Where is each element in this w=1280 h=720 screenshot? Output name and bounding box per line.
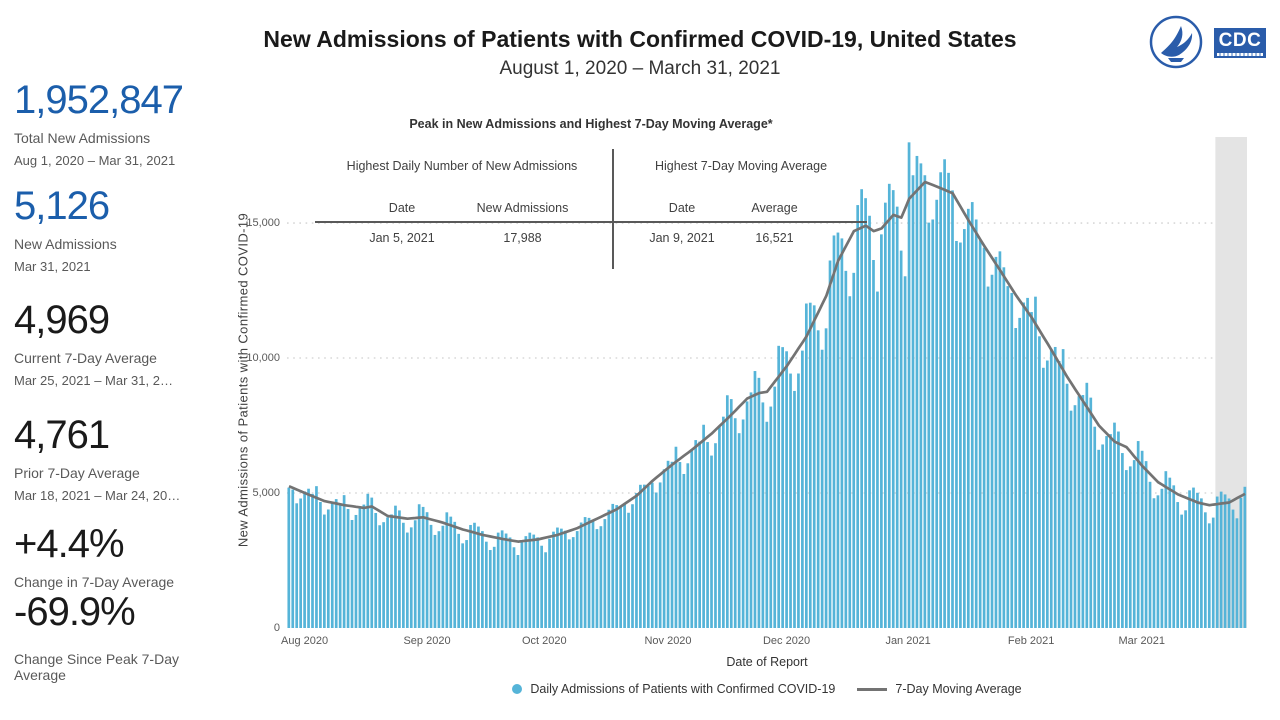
peak-table-divider — [612, 149, 614, 269]
stat-value: 4,761 — [14, 413, 110, 457]
page-title: New Admissions of Patients with Confirme… — [263, 26, 1017, 52]
legend-daily-admissions-label: Daily Admissions of Patients with Confir… — [530, 682, 836, 696]
x-tick-label: Oct 2020 — [521, 635, 567, 647]
legend-moving-average-label: 7-Day Moving Average — [895, 682, 1022, 696]
x-tick-label: Feb 2021 — [1007, 635, 1055, 647]
stat-total-new-admissions: 1,952,847 Total New Admissions Aug 1, 20… — [14, 80, 232, 168]
peak-table-title: Peak in New Admissions and Highest 7-Day… — [409, 117, 773, 131]
stat-label: Current 7-Day Average — [14, 349, 157, 366]
x-tick-label: Sep 2020 — [403, 635, 451, 647]
stat-value: -69.9% — [14, 590, 136, 634]
x-tick-label: Aug 2020 — [281, 635, 329, 647]
y-tick-label: 0 — [273, 622, 280, 634]
stat-sublabel: Mar 25, 2021 – Mar 31, 2… — [14, 372, 173, 388]
peak-table-col-average: Average — [751, 201, 798, 215]
stat-value: +4.4% — [14, 522, 125, 566]
peak-table-value-date-2: Jan 9, 2021 — [649, 231, 715, 245]
stat-new-admissions: 5,126 New Admissions Mar 31, 2021 — [14, 186, 232, 274]
cdc-logo: CDC — [1148, 12, 1266, 70]
peak-table-value-average: 16,521 — [755, 231, 794, 245]
hhs-eagle-icon — [1149, 15, 1203, 69]
stat-label: New Admissions — [14, 235, 117, 252]
moving-average-swatch-icon — [857, 687, 888, 691]
cdc-box: CDC — [1214, 28, 1266, 58]
chart-legend: Daily Admissions of Patients with Confir… — [287, 682, 1247, 696]
stat-value: 1,952,847 — [14, 78, 184, 122]
y-tick-label: 10,000 — [246, 352, 280, 364]
peak-table-col-new-admissions: New Admissions — [476, 201, 569, 215]
peak-table-col-date-1: Date — [388, 201, 416, 215]
stat-current-7day-average: 4,969 Current 7-Day Average Mar 25, 2021… — [14, 300, 232, 388]
peak-table-value-new-admissions: 17,988 — [503, 231, 542, 245]
peak-summary-table: Peak in New Admissions and Highest 7-Day… — [312, 113, 870, 273]
stat-change-7day-average: +4.4% Change in 7-Day Average — [14, 524, 232, 590]
cdc-box-strip — [1217, 53, 1263, 56]
stat-sublabel: Mar 31, 2021 — [14, 258, 91, 274]
chart-plot — [287, 137, 1247, 628]
x-tick-label: Nov 2020 — [644, 635, 692, 647]
daily-admissions-swatch-icon — [512, 684, 523, 694]
x-tick-label: Mar 2021 — [1118, 635, 1165, 647]
peak-table-rule — [315, 221, 867, 223]
y-tick-label: 5,000 — [252, 487, 280, 499]
peak-table-value-date-1: Jan 5, 2021 — [369, 231, 435, 245]
stat-prior-7day-average: 4,761 Prior 7-Day Average Mar 18, 2021 –… — [14, 415, 232, 503]
peak-table-left-group-header: Highest Daily Number of New Admissions — [346, 159, 578, 173]
peak-table-col-date-2: Date — [668, 201, 696, 215]
stat-label: Prior 7-Day Average — [14, 464, 140, 481]
stat-label: Total New Admissions — [14, 129, 151, 146]
page-subtitle: August 1, 2020 – March 31, 2021 — [499, 58, 781, 79]
peak-table-right-group-header: Highest 7-Day Moving Average — [654, 159, 828, 173]
stat-value: 5,126 — [14, 184, 110, 228]
stat-change-since-peak: -69.9% Change Since Peak 7-Day Average — [14, 592, 232, 683]
stat-label: Change in 7-Day Average — [14, 573, 175, 590]
stat-sublabel: Aug 1, 2020 – Mar 31, 2021 — [14, 152, 176, 168]
x-tick-label: Jan 2021 — [885, 635, 931, 647]
cdc-box-label: CDC — [1218, 30, 1262, 51]
x-tick-label: Dec 2020 — [762, 635, 811, 647]
x-axis-title: Date of Report — [726, 655, 808, 669]
stat-value: 4,969 — [14, 298, 110, 342]
stat-sublabel: Mar 18, 2021 – Mar 24, 20… — [14, 487, 181, 503]
stat-label: Change Since Peak 7-Day Average — [14, 650, 179, 683]
y-tick-label: 15,000 — [246, 217, 280, 230]
